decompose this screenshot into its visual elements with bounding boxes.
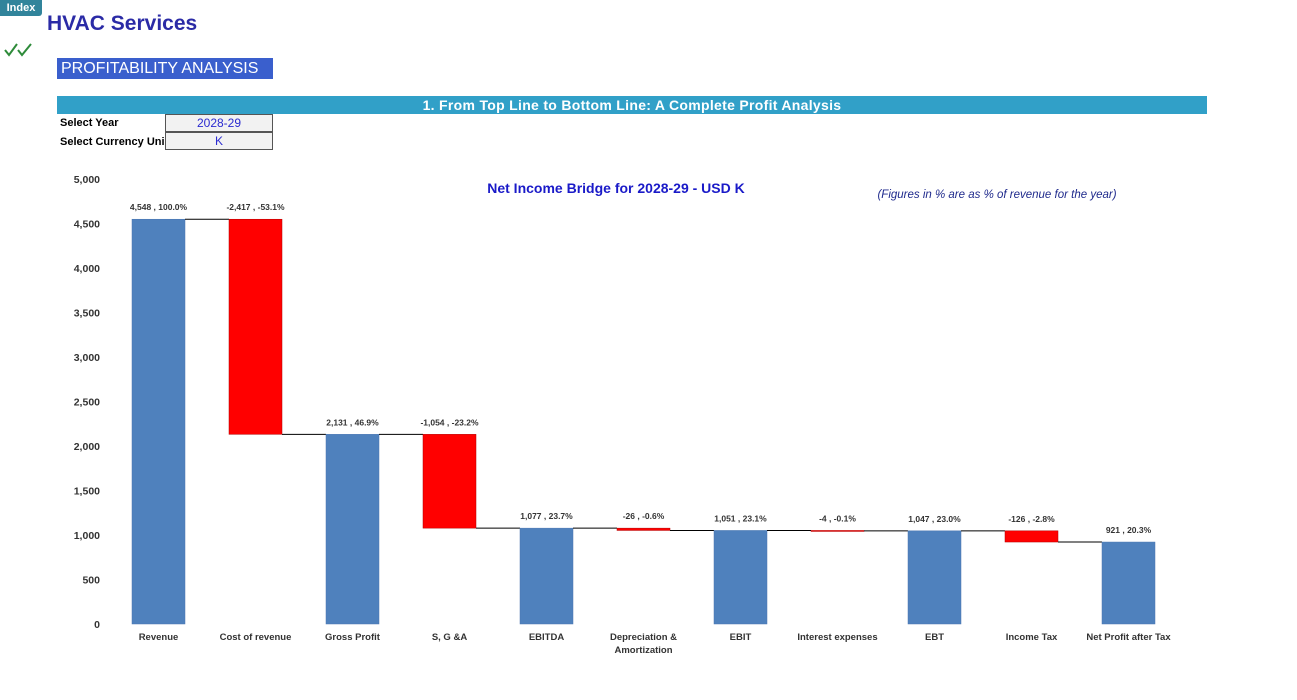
y-tick-label: 4,000 [74, 263, 100, 275]
bar [810, 530, 865, 532]
bar [422, 434, 477, 529]
data-label: 4,548 , 100.0% [130, 202, 188, 212]
data-label: -2,417 , -53.1% [226, 202, 285, 212]
currency-select[interactable]: K [165, 132, 273, 150]
x-tick-label: EBIT [729, 632, 752, 643]
x-tick-label: Net Profit after Tax [1086, 632, 1171, 643]
data-label: 1,051 , 23.1% [714, 513, 767, 523]
x-tick-label: Interest expenses [797, 632, 878, 643]
y-tick-label: 2,500 [74, 397, 100, 409]
bar [1101, 541, 1156, 625]
data-label: -126 , -2.8% [1008, 514, 1055, 524]
data-label: -1,054 , -23.2% [420, 417, 479, 427]
index-button[interactable]: Index [0, 0, 42, 16]
x-tick-label: Depreciation & Amortization [609, 632, 678, 656]
y-tick-label: 5,000 [74, 174, 100, 186]
bar [907, 530, 962, 625]
data-label: 921 , 20.3% [1106, 525, 1152, 535]
chart-note: (Figures in % are as % of revenue for th… [877, 189, 1116, 201]
y-tick-label: 0 [94, 619, 100, 631]
bar [1004, 530, 1059, 543]
x-tick-label: Gross Profit [325, 632, 380, 643]
section-title: PROFITABILITY ANALYSIS [57, 58, 273, 79]
input-label: Select Year [60, 117, 119, 129]
page-title: HVAC Services [47, 12, 198, 35]
x-tick-label: Cost of revenue [219, 632, 292, 643]
bar [131, 218, 186, 625]
x-tick-label: Income Tax [1005, 632, 1058, 643]
x-tick-label: S, G &A [431, 632, 468, 643]
data-label: 1,077 , 23.7% [520, 511, 573, 521]
data-label: -26 , -0.6% [623, 511, 665, 521]
bar [713, 530, 768, 625]
y-tick-label: 3,000 [74, 352, 100, 364]
y-tick-label: 2,000 [74, 441, 100, 453]
chart: Net Income Bridge for 2028-29 - USD K (F… [74, 174, 1156, 631]
y-tick-label: 1,000 [74, 530, 100, 542]
bar [616, 527, 671, 531]
data-label: -4 , -0.1% [819, 513, 856, 523]
bar [228, 218, 283, 435]
year-select[interactable]: 2028-29 [165, 114, 273, 132]
y-tick-label: 1,500 [74, 486, 100, 498]
data-label: 2,131 , 46.9% [326, 417, 379, 427]
input-label: Select Currency Uni [60, 136, 165, 148]
x-tick-label: EBITDA [528, 632, 565, 643]
y-tick-label: 4,500 [74, 219, 100, 231]
y-tick-label: 500 [82, 575, 100, 587]
banner: 1. From Top Line to Bottom Line: A Compl… [57, 96, 1207, 114]
bar [519, 527, 574, 625]
chart-title: Net Income Bridge for 2028-29 - USD K [487, 180, 745, 196]
data-label: 1,047 , 23.0% [908, 514, 961, 524]
x-tick-label: Revenue [138, 632, 179, 643]
x-tick-label: EBT [925, 632, 944, 643]
y-tick-label: 3,500 [74, 308, 100, 320]
bar [325, 434, 380, 625]
check-icon [4, 43, 32, 57]
